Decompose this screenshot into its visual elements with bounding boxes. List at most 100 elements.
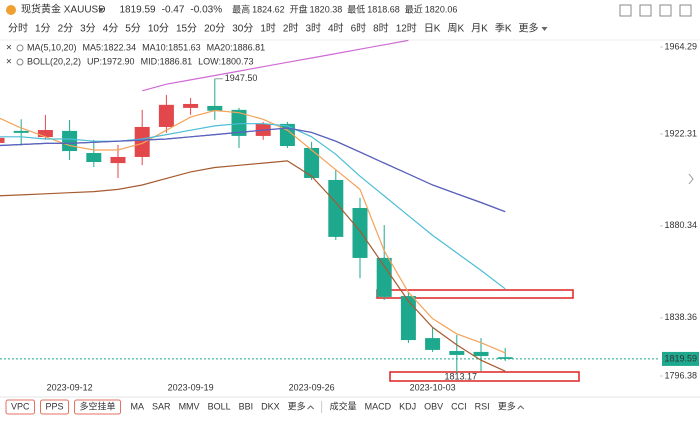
legend-toggle[interactable]	[16, 58, 24, 66]
indicator-tab[interactable]: OBV	[424, 401, 443, 411]
tool-icon[interactable]	[679, 4, 692, 17]
indicator-tab[interactable]: 成交量	[330, 400, 357, 411]
period-tab[interactable]: 30分	[232, 23, 253, 35]
indicator-tab[interactable]: 更多	[498, 400, 516, 411]
indicator-tab[interactable]: KDJ	[399, 401, 416, 411]
y-tick-label: 1880.34	[664, 220, 697, 230]
y-tick-label: 1922.31	[664, 128, 697, 138]
period-tab[interactable]: 2分	[58, 23, 74, 35]
period-tab[interactable]: 8时	[373, 23, 389, 35]
indicator-line	[0, 127, 506, 213]
tool-icon[interactable]	[639, 4, 652, 17]
tool-icon[interactable]	[659, 4, 672, 17]
period-tab[interactable]: 日K	[424, 24, 441, 35]
legend-item: UP:1972.90	[87, 56, 135, 66]
x-tick-label: 2023-09-26	[289, 382, 335, 392]
candle-body	[449, 351, 465, 355]
header-change-pct: -0.03%	[190, 5, 222, 16]
legend-item: MA5:1822.34	[83, 42, 137, 52]
period-tab[interactable]: 1分	[35, 23, 51, 35]
legend-group-label: BOLL(20,2,2)	[27, 56, 81, 66]
period-tab[interactable]: 6时	[351, 23, 367, 35]
candle-body	[231, 109, 247, 136]
indicator-tab[interactable]: 更多	[288, 400, 306, 411]
indicator-tab[interactable]: MMV	[179, 401, 200, 411]
indicator-tab[interactable]: DKX	[261, 401, 280, 411]
x-tick-label: 2023-09-12	[47, 382, 93, 392]
candle-body	[110, 156, 126, 164]
candle-body	[352, 207, 368, 258]
period-tab[interactable]: 3分	[80, 23, 96, 35]
candle-body	[183, 103, 199, 108]
annotation: 1813.17	[445, 371, 478, 381]
indicator-tab[interactable]: MA	[131, 401, 145, 411]
period-tab[interactable]: 12时	[396, 23, 417, 35]
period-tab[interactable]: 4分	[103, 23, 119, 35]
period-tab[interactable]: 10分	[148, 23, 169, 35]
period-tab[interactable]: 20分	[204, 23, 225, 35]
button-frame	[40, 399, 70, 415]
button-label: PPS	[46, 401, 64, 411]
period-tab[interactable]: 3时	[305, 23, 321, 35]
candle-body	[134, 126, 150, 157]
period-tab[interactable]: 15分	[176, 23, 197, 35]
tool-icon[interactable]	[619, 4, 632, 17]
legend-close: ×	[6, 57, 12, 68]
annotation: 1947.50	[225, 73, 258, 83]
candle-body	[62, 130, 78, 152]
button-label: VPC	[11, 401, 30, 411]
candle-body	[328, 179, 344, 237]
stat-label: 最低	[347, 3, 365, 14]
button-label: 多空挂单	[80, 400, 116, 411]
legend-toggle[interactable]	[16, 44, 24, 52]
candle-body	[158, 104, 174, 127]
candle-body	[497, 357, 513, 359]
stat-label: 最近	[405, 3, 423, 14]
indicator-tab[interactable]: BBI	[239, 401, 254, 411]
button-frame	[74, 399, 122, 415]
candle-body	[86, 153, 102, 162]
period-tab[interactable]: 1时	[260, 23, 276, 35]
dropdown-arrow	[541, 27, 548, 31]
dropdown-arrow[interactable]	[98, 8, 104, 12]
indicator-tab[interactable]: CCI	[451, 401, 467, 411]
indicator-tab[interactable]: SAR	[152, 401, 171, 411]
indicator-tab[interactable]: BOLL	[208, 401, 231, 411]
period-tab[interactable]: 分时	[8, 23, 28, 35]
period-tab[interactable]: 月K	[471, 23, 488, 35]
period-tab[interactable]: 2时	[283, 23, 299, 35]
indicator-line	[142, 39, 409, 92]
y-tick-label: 1796.38	[664, 370, 697, 380]
legend-item: LOW:1800.73	[198, 56, 253, 66]
indicator-line	[0, 123, 506, 290]
indicator-line	[0, 160, 506, 372]
candle-body	[37, 130, 53, 138]
instrument-name[interactable]: 现货黄金 XAUUSD	[21, 3, 105, 16]
stat-value: 1824.62	[252, 4, 285, 14]
period-tab[interactable]: 5分	[125, 23, 141, 35]
last-price-label: 1819.59	[664, 353, 697, 363]
indicator-tab[interactable]: RSI	[475, 401, 490, 411]
logo-icon	[6, 5, 16, 15]
bottom-button[interactable]: 多空挂单	[74, 399, 122, 415]
button-frame	[5, 399, 36, 415]
period-tab[interactable]: 季K	[495, 23, 512, 35]
y-tick-label: 1964.29	[664, 41, 697, 51]
candle-body	[400, 296, 416, 341]
scroll-chevron[interactable]	[688, 173, 694, 185]
bottom-button[interactable]: PPS	[40, 399, 70, 415]
highlight-box	[389, 371, 580, 382]
candle-body	[304, 147, 320, 178]
period-tab[interactable]: 周K	[447, 23, 464, 35]
candle-body	[0, 137, 5, 143]
legend-item: MA20:1886.81	[207, 42, 266, 52]
caret-up	[307, 405, 314, 410]
period-tab[interactable]: 更多	[519, 22, 539, 35]
period-tab[interactable]: 4时	[328, 23, 344, 35]
candle-body	[207, 105, 223, 111]
bottom-button[interactable]: VPC	[5, 399, 36, 415]
legend-group-label: MA(5,10,20)	[27, 42, 77, 52]
indicator-tab[interactable]: MACD	[365, 401, 392, 411]
candle-body	[376, 257, 392, 297]
